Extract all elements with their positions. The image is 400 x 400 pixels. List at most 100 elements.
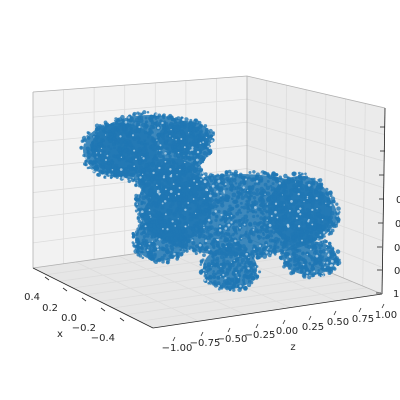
data-point <box>208 185 213 190</box>
data-point <box>227 262 233 267</box>
data-point <box>222 258 226 263</box>
data-point <box>199 228 204 233</box>
data-point <box>297 174 302 179</box>
data-point <box>215 215 219 218</box>
data-point <box>262 236 265 240</box>
data-point <box>170 244 174 248</box>
data-point <box>299 229 304 234</box>
data-point <box>291 251 297 257</box>
data-point <box>198 187 202 192</box>
data-point <box>168 154 172 159</box>
data-point <box>276 245 280 249</box>
data-point <box>323 262 327 266</box>
data-point <box>234 204 239 209</box>
point-highlight <box>169 168 172 171</box>
data-point <box>237 182 242 187</box>
data-point <box>195 202 199 206</box>
data-point <box>154 153 160 159</box>
point-highlight <box>324 266 326 269</box>
data-point <box>238 228 241 232</box>
point-highlight <box>187 154 189 156</box>
data-point <box>136 141 140 144</box>
data-point <box>136 194 142 199</box>
data-point <box>318 201 323 206</box>
data-point <box>172 118 176 122</box>
point-highlight <box>188 186 191 189</box>
data-point <box>99 158 104 163</box>
data-point <box>246 207 250 211</box>
data-point <box>283 195 288 200</box>
data-point <box>314 241 319 246</box>
data-point <box>182 140 186 144</box>
data-point <box>300 251 305 256</box>
point-highlight <box>159 144 162 147</box>
data-point <box>218 192 222 195</box>
point-highlight <box>237 255 240 257</box>
data-point <box>132 123 135 126</box>
data-point <box>236 262 242 267</box>
data-point <box>185 191 189 195</box>
data-point <box>179 252 184 256</box>
x-axis-ticks: 0.40.20.0−0.2−0.4 <box>24 276 125 344</box>
data-point <box>184 172 188 175</box>
data-point <box>152 223 156 227</box>
data-point <box>124 143 128 146</box>
data-point <box>125 159 129 163</box>
point-highlight <box>310 248 312 251</box>
z-tick-mark <box>381 303 385 309</box>
data-point <box>225 269 230 274</box>
data-point <box>293 267 297 271</box>
data-point <box>177 172 182 177</box>
point-highlight <box>172 183 175 185</box>
data-point <box>304 185 308 189</box>
data-point <box>206 148 210 152</box>
data-point <box>305 238 309 242</box>
data-point <box>302 242 307 246</box>
data-point <box>189 131 193 135</box>
data-point <box>103 175 107 179</box>
data-point <box>164 172 168 177</box>
data-point <box>307 275 312 280</box>
data-point <box>179 248 182 252</box>
data-point <box>295 242 300 247</box>
data-point <box>176 164 181 169</box>
data-point <box>118 137 123 141</box>
y-tick-label: 0 <box>395 219 400 230</box>
point-highlight <box>121 176 125 180</box>
data-point <box>143 125 148 130</box>
data-point <box>287 216 293 221</box>
pane-edge <box>246 75 386 109</box>
data-point <box>197 176 201 180</box>
point-highlight <box>254 206 257 209</box>
data-point <box>94 123 100 128</box>
data-point <box>141 195 147 201</box>
data-point <box>256 234 261 239</box>
point-highlight <box>306 195 309 198</box>
point-highlight <box>93 136 95 138</box>
data-point <box>314 249 317 252</box>
data-point <box>129 126 133 130</box>
data-point <box>110 163 116 169</box>
data-point <box>173 139 177 143</box>
data-point <box>265 209 270 214</box>
data-point <box>237 287 242 293</box>
data-point <box>302 274 307 279</box>
data-point <box>199 263 203 266</box>
point-highlight <box>219 225 222 228</box>
data-point <box>95 147 98 150</box>
point-highlight <box>133 149 136 152</box>
data-point <box>175 255 180 259</box>
point-highlight <box>227 215 229 218</box>
data-point <box>177 220 182 226</box>
point-highlight <box>217 284 220 288</box>
point-highlight <box>100 147 103 150</box>
data-point <box>138 165 144 170</box>
data-point <box>228 247 232 252</box>
point-highlight <box>149 214 151 217</box>
data-point <box>251 245 257 251</box>
point-highlight <box>258 244 262 248</box>
data-point <box>209 179 214 183</box>
data-point <box>181 229 186 234</box>
data-point <box>253 199 257 203</box>
data-point <box>275 228 280 233</box>
